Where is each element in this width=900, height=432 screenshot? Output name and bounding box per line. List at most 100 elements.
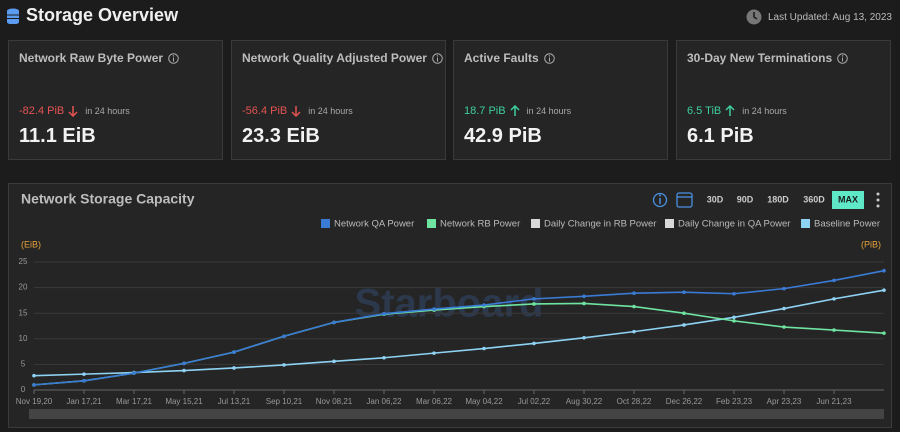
data-point [482,346,486,351]
card-change-row: -56.4 PiB in 24 hours [242,105,353,117]
more-button[interactable] [876,192,880,208]
range-button-label: 30D [707,194,724,204]
data-point [232,350,236,354]
data-point [582,335,586,340]
legend-swatch [321,219,330,228]
x-tick-label: Oct 28,22 [617,397,652,406]
data-point [782,306,786,311]
data-point [732,291,736,296]
data-point [82,378,86,383]
y-axis-label: (EiB) [21,239,41,249]
data-point [882,268,886,273]
data-point [132,371,136,375]
data-point [382,355,386,360]
y-tick-label: 0 [21,385,26,394]
arrow-icon [291,106,301,117]
data-point [832,278,836,283]
card-title-row: 30-Day New Terminations [687,51,848,65]
card-value: 6.1 PiB [687,125,754,147]
legend-label: Network RB Power [440,219,520,230]
card-note: in 24 hours [85,106,130,116]
data-point [882,288,886,292]
data-point [382,311,386,316]
last-updated: Last Updated: Aug 13, 2023 [746,9,892,25]
range-button[interactable]: 90D [737,194,754,204]
calendar-button[interactable] [676,192,693,208]
range-button[interactable]: 30D [707,194,724,204]
stat-card: Network Quality Adjusted Power -56.4 PiB… [231,40,446,160]
x-tick-label: May 15,21 [165,397,203,406]
data-point [182,368,186,373]
x-tick-label: Aug 30,22 [566,397,603,406]
info-button[interactable] [652,192,668,208]
data-point [532,297,536,301]
data-point [332,359,336,364]
range-button-label: 180D [767,194,789,204]
data-point [32,383,36,387]
stat-card: Network Raw Byte Power -82.4 PiB in 24 ho… [8,40,223,160]
info-icon [543,52,555,64]
legend-item[interactable]: Network RB Power [427,219,520,230]
y2-axis-label: (PiB) [861,239,881,249]
data-point [582,294,586,299]
card-title-row: Network Raw Byte Power [19,51,179,65]
arrow-icon [725,105,735,116]
x-tick-label: Dec 26,22 [666,397,703,406]
legend-item[interactable]: Daily Change in QA Power [665,219,790,230]
arrow-icon [68,106,78,117]
data-point [232,366,236,370]
card-value: 42.9 PiB [464,125,542,147]
card-title: Network Raw Byte Power [19,51,164,65]
watermark: Starboard [355,282,544,326]
header-icon [7,8,19,24]
card-note: in 24 hours [308,106,353,116]
data-point [782,325,786,329]
card-value: 11.1 EiB [19,125,96,147]
range-button-label: 90D [737,194,754,204]
legend-label: Baseline Power [814,219,880,230]
card-note: in 24 hours [742,106,787,116]
last-updated-text: Last Updated: Aug 13, 2023 [768,11,892,23]
series-line [33,269,885,386]
y-tick-label: 15 [19,308,28,317]
range-button-label: MAX [838,194,858,204]
legend-item[interactable]: Daily Change in RB Power [531,219,656,230]
legend-item[interactable]: Baseline Power [801,219,880,230]
x-tick-label: Mar 17,21 [116,397,153,406]
x-tick-label: Jan 17,21 [66,397,102,406]
card-change-row: 6.5 TiB in 24 hours [687,105,787,117]
data-point [582,301,586,306]
card-change: -82.4 PiB [19,105,65,117]
data-point [632,329,636,334]
range-button[interactable]: 360D [803,194,825,204]
range-button[interactable]: 180D [767,194,789,204]
data-point [732,319,736,323]
y-tick-label: 20 [19,283,28,292]
legend-label: Network QA Power [334,219,414,230]
y-tick-label: 10 [19,334,28,343]
x-tick-label: May 04,22 [465,397,503,406]
x-tick-label: Nov 19,20 [16,397,53,406]
card-title-row: Active Faults [464,51,555,65]
card-value: 23.3 EiB [242,125,320,147]
series-line [33,289,885,377]
x-tick-label: Mar 06,22 [416,397,453,406]
data-point [782,286,786,291]
data-point [432,307,436,311]
data-point [32,373,36,378]
arrow-icon [510,105,520,116]
data-point [682,311,686,315]
legend-swatch [665,219,674,228]
data-point [832,297,836,301]
range-button[interactable]: MAX [832,191,864,209]
legend-item[interactable]: Network QA Power [321,219,414,230]
card-change-row: 18.7 PiB in 24 hours [464,105,571,117]
range-slider[interactable] [29,409,884,419]
stat-card: 30-Day New Terminations 6.5 TiB in 24 hou… [676,40,891,160]
card-change-row: -82.4 PiB in 24 hours [19,105,130,117]
data-point [882,331,886,335]
info-icon [432,52,443,64]
data-point [682,290,686,295]
legend-label: Daily Change in QA Power [678,219,790,230]
